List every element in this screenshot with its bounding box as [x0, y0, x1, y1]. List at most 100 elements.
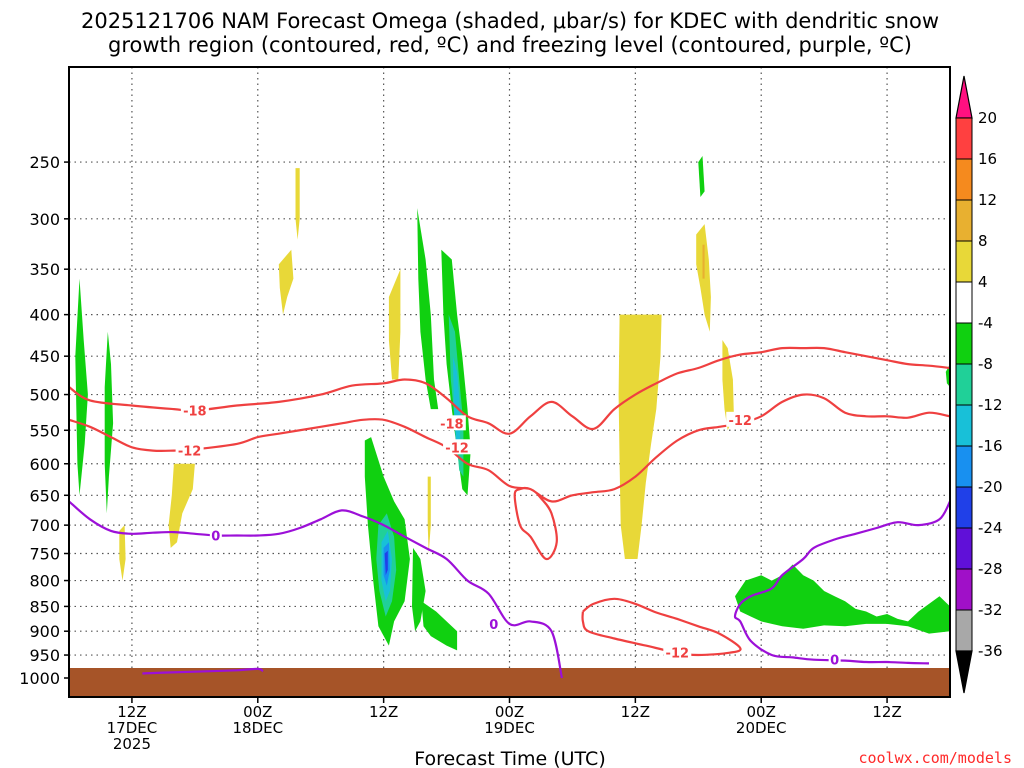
colorbar-band	[955, 609, 973, 652]
y-tick-label: 700	[29, 516, 60, 535]
ground-surface	[69, 668, 950, 697]
omega-descent-6	[427, 476, 431, 554]
contour-label-bg	[437, 415, 466, 431]
colorbar-band	[955, 158, 973, 201]
y-tick-label: 800	[29, 572, 60, 591]
contour-label-bg	[443, 439, 472, 455]
contour-label-bg	[663, 644, 692, 660]
minus-12-isotherm-lower-line	[581, 597, 742, 657]
colorbar-band	[955, 404, 973, 447]
y-tick-label: 450	[29, 347, 60, 366]
y-tick-label: 650	[29, 486, 60, 505]
omega-ascent-6	[698, 156, 705, 197]
omega-descent-7	[618, 314, 662, 559]
credit-text[interactable]: coolwx.com/models	[858, 749, 1012, 767]
colorbar-label: -12	[978, 396, 1003, 414]
colorbar-label: -28	[978, 560, 1003, 578]
y-tick-label: 500	[29, 386, 60, 405]
x-tick-label: 2025	[113, 735, 151, 753]
colorbar-label: -24	[978, 519, 1003, 537]
colorbar-band	[955, 568, 973, 611]
omega-ascent-2e	[384, 550, 388, 576]
x-tick-label: 20DEC	[736, 719, 787, 737]
omega-descent-1	[119, 525, 126, 581]
title-line-2: growth region (contoured, red, ºC) and f…	[108, 33, 912, 57]
title-line-1: 2025121706 NAM Forecast Omega (shaded, μ…	[81, 9, 939, 33]
freezing-level-line	[69, 500, 563, 679]
x-tick-label: 12Z	[117, 703, 146, 721]
omega-ascent-1a	[75, 278, 88, 496]
omega-ascent-7	[945, 364, 950, 388]
omega-descent-3	[278, 249, 294, 315]
colorbar-label: -20	[978, 478, 1003, 496]
y-tick-label: 900	[29, 622, 60, 641]
contour-label-bg	[175, 442, 204, 458]
contour-label-bg	[487, 615, 500, 631]
contour-label: -12	[666, 647, 690, 662]
y-tick-label: 750	[29, 545, 60, 564]
colorbar-label: 20	[978, 109, 997, 127]
contour-label-bg	[209, 527, 222, 543]
freezing-level-east-line	[733, 500, 950, 665]
contour-label: -12	[445, 441, 469, 456]
contour-label: -12	[178, 445, 202, 460]
x-tick-label: 00Z	[495, 703, 524, 721]
x-tick-label: 12Z	[621, 703, 650, 721]
colorbar-band	[955, 281, 973, 324]
contour-label: 0	[489, 618, 498, 633]
colorbar-bottom-arrow	[955, 650, 973, 694]
contour-label: -18	[183, 405, 207, 420]
y-tick-label: 550	[29, 421, 60, 440]
omega-shading	[75, 156, 950, 651]
colorbar-label: 12	[978, 191, 997, 209]
omega-descent-10	[702, 244, 705, 279]
x-tick-label: 17DEC	[107, 719, 158, 737]
plot-area: -18 -18 -12 -12 -12 -12 0 0 0	[68, 66, 951, 698]
colorbar-band	[955, 363, 973, 406]
contours: -18 -18 -12 -12 -12 -12 0 0 0	[69, 346, 950, 679]
omega-ascent-3b	[421, 601, 458, 651]
y-tick-label: 300	[29, 210, 60, 229]
omega-descent-5	[388, 269, 401, 380]
y-tick-label: 1000	[19, 669, 60, 688]
minus-12-isotherm-line	[69, 393, 950, 561]
contour-label: 0	[830, 654, 839, 669]
contour-label: 0	[211, 530, 220, 545]
x-tick-label: 12Z	[369, 703, 398, 721]
y-tick-label: 350	[29, 260, 60, 279]
minus-18-isotherm-line	[69, 346, 950, 435]
y-axis: 250 300 350 400 450 500 550 600 650 700 750 800 850 9…	[19, 153, 69, 688]
contour-label: -12	[728, 414, 752, 429]
y-tick-label: 950	[29, 646, 60, 665]
freezing-level-surface-line	[142, 667, 264, 675]
colorbar-band	[955, 486, 973, 529]
colorbar-label: 4	[978, 273, 988, 291]
colorbar-label: -8	[978, 355, 993, 373]
y-tick-label: 400	[29, 306, 60, 325]
x-tick-label: 00Z	[243, 703, 272, 721]
colorbar-band	[955, 240, 973, 283]
x-tick-label: 18DEC	[232, 719, 283, 737]
x-tick-label: 12Z	[872, 703, 901, 721]
omega-descent-9	[722, 340, 734, 431]
colorbar-label: -36	[978, 642, 1003, 660]
omega-descent-4	[295, 168, 300, 240]
x-tick-label: 19DEC	[484, 719, 535, 737]
y-tick-label: 250	[29, 153, 60, 172]
contour-label-bg	[180, 402, 209, 418]
colorbar-band	[955, 445, 973, 488]
omega-ascent-1b	[104, 331, 114, 514]
omega-ascent-4a	[417, 208, 439, 410]
contour-label-bg	[726, 411, 755, 427]
x-tick-label: 00Z	[747, 703, 776, 721]
omega-descent-2	[168, 463, 195, 548]
colorbar-top-arrow	[955, 75, 973, 119]
colorbar-label: -4	[978, 314, 993, 332]
colorbar: 20 16 12 8 4 -4 -8 -12 -16 -20 -24 -28 -32 -36	[955, 75, 1003, 694]
colorbar-band	[955, 527, 973, 570]
colorbar-band	[955, 199, 973, 242]
y-tick-label: 600	[29, 455, 60, 474]
colorbar-label: 16	[978, 150, 997, 168]
